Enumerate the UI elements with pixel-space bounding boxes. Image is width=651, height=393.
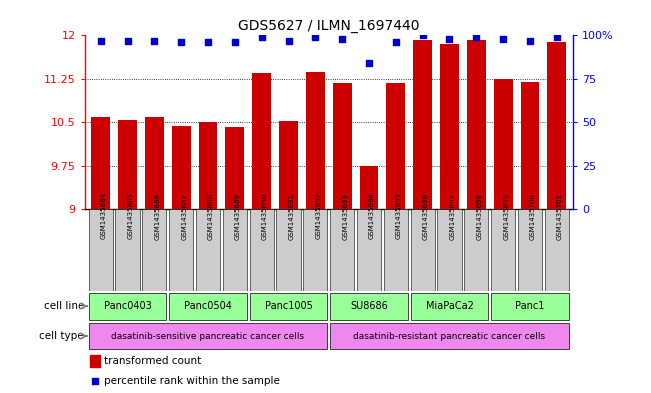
Text: GSM1435692: GSM1435692 xyxy=(315,193,322,239)
Text: GSM1435685: GSM1435685 xyxy=(128,193,133,239)
Bar xyxy=(89,209,113,291)
Bar xyxy=(521,82,539,209)
Bar xyxy=(89,323,327,349)
Bar xyxy=(223,209,247,291)
Bar xyxy=(249,209,274,291)
Text: GSM1435689: GSM1435689 xyxy=(235,193,241,239)
Text: GSM1435696: GSM1435696 xyxy=(422,193,428,239)
Text: GSM1435699: GSM1435699 xyxy=(503,193,509,239)
Point xyxy=(310,34,320,40)
Point xyxy=(364,60,374,66)
Point xyxy=(203,39,214,46)
Bar xyxy=(383,209,408,291)
Point xyxy=(230,39,240,46)
Bar xyxy=(330,293,408,320)
Text: GSM1435688: GSM1435688 xyxy=(208,193,214,239)
Bar xyxy=(91,117,110,209)
Text: GSM1435698: GSM1435698 xyxy=(477,193,482,239)
Text: GSM1435687: GSM1435687 xyxy=(181,193,187,239)
Point xyxy=(256,34,267,40)
Bar xyxy=(145,117,164,209)
Text: dasatinib-sensitive pancreatic cancer cells: dasatinib-sensitive pancreatic cancer ce… xyxy=(111,332,305,340)
Bar xyxy=(169,209,193,291)
Point xyxy=(283,37,294,44)
Bar xyxy=(493,79,512,209)
Text: GSM1435684: GSM1435684 xyxy=(101,193,107,239)
Bar xyxy=(115,209,139,291)
Text: GSM1435694: GSM1435694 xyxy=(369,193,375,239)
Point xyxy=(391,39,401,46)
Text: GSM1435690: GSM1435690 xyxy=(262,193,268,239)
Text: SU8686: SU8686 xyxy=(350,301,388,311)
Text: MiaPaCa2: MiaPaCa2 xyxy=(426,301,473,311)
Bar xyxy=(196,209,220,291)
Text: cell line: cell line xyxy=(44,301,84,311)
Text: transformed count: transformed count xyxy=(104,356,201,366)
Bar xyxy=(491,293,569,320)
Text: dasatinib-resistant pancreatic cancer cells: dasatinib-resistant pancreatic cancer ce… xyxy=(353,332,546,340)
Bar xyxy=(169,293,247,320)
Bar xyxy=(330,323,569,349)
Bar xyxy=(330,209,354,291)
Text: Panc0403: Panc0403 xyxy=(104,301,152,311)
Text: GSM1435697: GSM1435697 xyxy=(449,193,456,239)
Bar xyxy=(279,121,298,209)
Bar xyxy=(225,127,244,209)
Point xyxy=(149,37,159,44)
Bar xyxy=(518,209,542,291)
Bar xyxy=(545,209,569,291)
Bar xyxy=(547,42,566,209)
Point xyxy=(525,37,535,44)
Text: Panc1: Panc1 xyxy=(516,301,545,311)
Bar xyxy=(411,209,435,291)
Bar xyxy=(277,209,301,291)
Bar xyxy=(143,209,167,291)
Point xyxy=(471,34,482,40)
Bar xyxy=(467,40,486,209)
Bar xyxy=(440,44,459,209)
Bar xyxy=(437,209,462,291)
Point xyxy=(337,36,348,42)
Text: Panc0504: Panc0504 xyxy=(184,301,232,311)
Bar xyxy=(172,127,191,209)
Bar xyxy=(249,293,327,320)
Point xyxy=(498,36,508,42)
Point xyxy=(417,32,428,39)
Text: GSM1435695: GSM1435695 xyxy=(396,193,402,239)
Bar xyxy=(333,83,352,209)
Point xyxy=(122,37,133,44)
Bar xyxy=(359,166,378,209)
Text: GSM1435693: GSM1435693 xyxy=(342,193,348,239)
Point xyxy=(90,378,100,384)
Text: GSM1435686: GSM1435686 xyxy=(154,193,160,239)
Bar xyxy=(411,293,488,320)
Bar xyxy=(357,209,381,291)
Text: GSM1435691: GSM1435691 xyxy=(288,193,294,239)
Bar xyxy=(306,72,325,209)
Bar xyxy=(89,293,167,320)
Bar xyxy=(491,209,515,291)
Bar xyxy=(253,73,271,209)
Point xyxy=(176,39,186,46)
Bar xyxy=(464,209,488,291)
Text: GSM1435700: GSM1435700 xyxy=(530,193,536,239)
Bar xyxy=(387,83,405,209)
Bar xyxy=(118,119,137,209)
Text: GSM1435701: GSM1435701 xyxy=(557,193,562,239)
Point xyxy=(551,34,562,40)
Bar xyxy=(90,355,100,367)
Bar xyxy=(303,209,327,291)
Bar xyxy=(413,40,432,209)
Point xyxy=(444,36,454,42)
Text: percentile rank within the sample: percentile rank within the sample xyxy=(104,376,280,386)
Text: Panc1005: Panc1005 xyxy=(264,301,312,311)
Bar xyxy=(199,123,217,209)
Point xyxy=(96,37,106,44)
Text: GDS5627 / ILMN_1697440: GDS5627 / ILMN_1697440 xyxy=(238,19,419,33)
Text: cell type: cell type xyxy=(40,331,84,341)
